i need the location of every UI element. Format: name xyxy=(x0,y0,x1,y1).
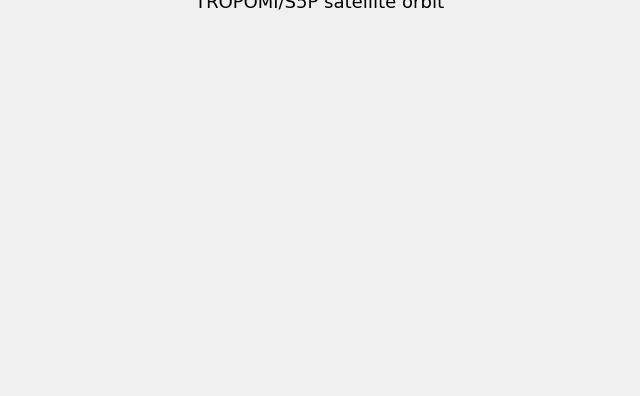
Title: TROPOMI/S5P satellite orbit: TROPOMI/S5P satellite orbit xyxy=(195,0,445,11)
